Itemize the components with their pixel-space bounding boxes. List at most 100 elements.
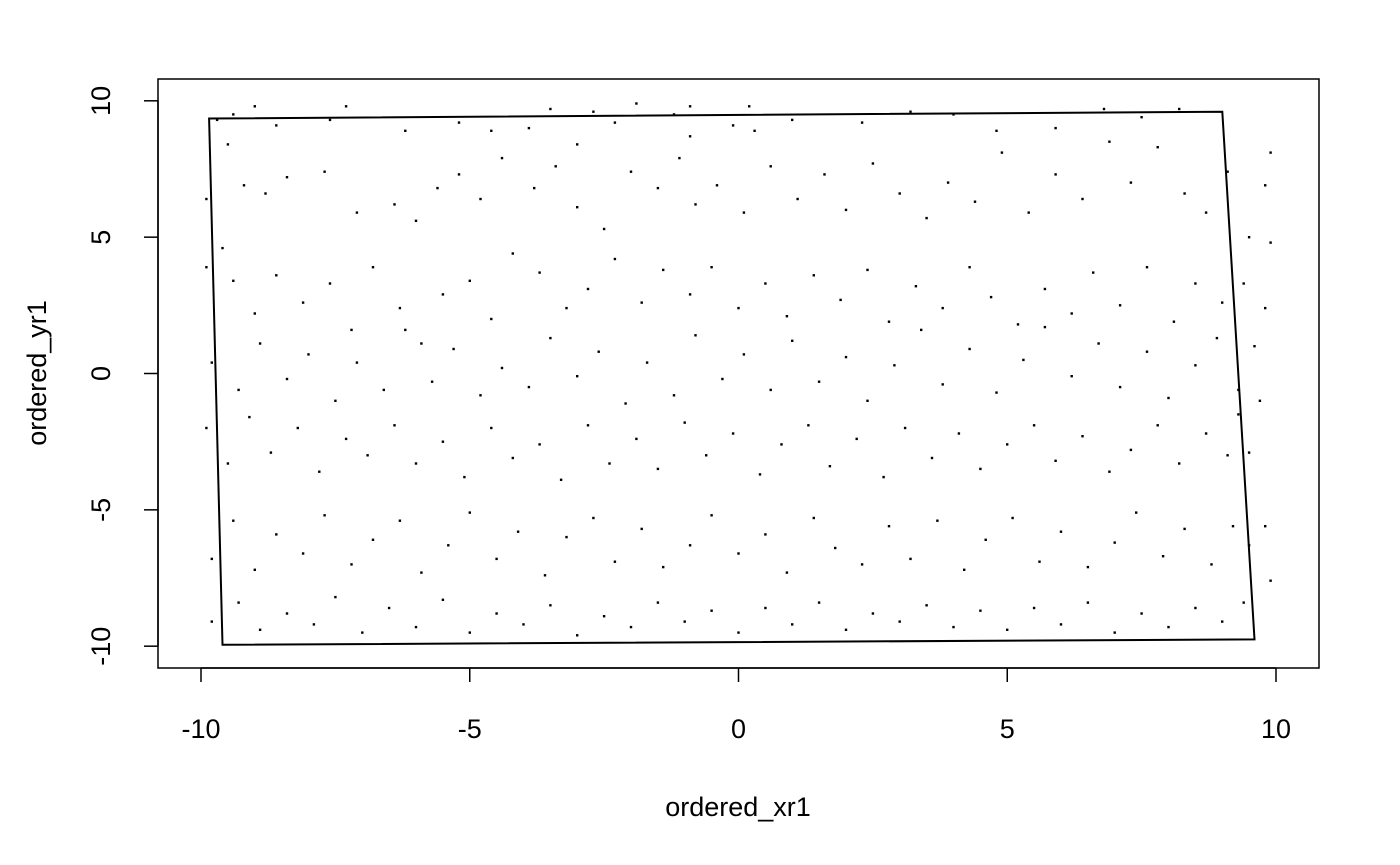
- scatter-point-258: [259, 629, 261, 631]
- scatter-point-148: [866, 400, 868, 402]
- scatter-point-65: [1054, 173, 1056, 175]
- scatter-point-113: [1119, 304, 1121, 306]
- scatter-point-52: [716, 184, 718, 186]
- scatter-point-85: [420, 342, 422, 344]
- scatter-point-154: [1022, 359, 1024, 361]
- scatter-point-193: [856, 438, 858, 440]
- scatter-point-46: [576, 206, 578, 208]
- scatter-point-50: [678, 157, 680, 159]
- scatter-point-165: [1259, 400, 1261, 402]
- scatter-point-43: [501, 157, 503, 159]
- scatter-point-272: [630, 626, 632, 628]
- scatter-point-67: [1108, 141, 1110, 143]
- scatter-point-162: [1216, 337, 1218, 339]
- scatter-point-23: [861, 121, 863, 123]
- scatter-point-55: [796, 198, 798, 200]
- scatter-point-97: [710, 266, 712, 268]
- scatter-point-268: [522, 623, 524, 625]
- scatter-point-73: [1248, 236, 1250, 238]
- scatter-point-61: [947, 181, 949, 183]
- scatter-point-275: [710, 610, 712, 612]
- scatter-point-145: [791, 340, 793, 342]
- scatter-point-63: [1001, 151, 1003, 153]
- scatter-point-51: [694, 203, 696, 205]
- scatter-point-221: [447, 544, 449, 546]
- scatter-point-138: [624, 402, 626, 404]
- scatter-point-293: [1194, 607, 1196, 609]
- y-tick-label-4: 10: [86, 86, 116, 116]
- scatter-point-191: [807, 424, 809, 426]
- scatter-point-54: [770, 165, 772, 167]
- x-axis: -10 -5 0 5 10: [181, 668, 1291, 744]
- scatter-point-294: [1221, 620, 1223, 622]
- scatter-point-139: [646, 361, 648, 363]
- scatter-point-245: [1038, 561, 1040, 563]
- scatter-point-223: [495, 558, 497, 560]
- scatter-point-158: [1119, 386, 1121, 388]
- scatter-point-56: [823, 173, 825, 175]
- y-tick-label-1: -5: [86, 498, 116, 522]
- scatter-point-32: [221, 247, 223, 249]
- scatter-point-197: [958, 432, 960, 434]
- scatter-point-192: [829, 465, 831, 467]
- scatter-point-149: [893, 364, 895, 366]
- scatter-point-260: [313, 623, 315, 625]
- scatter-point-71: [1205, 211, 1207, 213]
- scatter-point-280: [845, 629, 847, 631]
- scatter-point-227: [592, 517, 594, 519]
- convex-hull-polygon: [209, 112, 1254, 645]
- scatter-point-135: [549, 337, 551, 339]
- scatter-point-95: [662, 269, 664, 271]
- scatter-point-26: [995, 130, 997, 132]
- scatter-point-209: [1237, 413, 1239, 415]
- scatter-point-76: [205, 266, 207, 268]
- scatter-point-109: [1017, 323, 1019, 325]
- scatter-point-142: [721, 378, 723, 380]
- scatter-point-83: [372, 266, 374, 268]
- scatter-point-92: [587, 288, 589, 290]
- scatter-point-7: [404, 130, 406, 132]
- scatter-point-33: [243, 184, 245, 186]
- scatter-point-91: [565, 307, 567, 309]
- scatter-point-240: [909, 558, 911, 560]
- scatter-point-159: [1146, 351, 1148, 353]
- scatter-point-175: [415, 462, 417, 464]
- scatter-point-84: [399, 307, 401, 309]
- scatter-point-261: [334, 596, 336, 598]
- scatter-point-151: [942, 383, 944, 385]
- scatter-point-9: [490, 130, 492, 132]
- scatter-point-224: [517, 531, 519, 533]
- scatter-point-219: [399, 520, 401, 522]
- scatter-point-190: [780, 443, 782, 445]
- scatter-point-284: [952, 626, 954, 628]
- scatter-point-205: [1157, 424, 1159, 426]
- scatter-point-69: [1157, 146, 1159, 148]
- scatter-point-213: [254, 569, 256, 571]
- scatter-point-104: [888, 321, 890, 323]
- scatter-point-59: [899, 192, 901, 194]
- scatter-point-241: [936, 520, 938, 522]
- scatter-point-196: [931, 457, 933, 459]
- scatter-point-282: [899, 620, 901, 622]
- scatter-point-106: [942, 307, 944, 309]
- scatter-point-242: [963, 569, 965, 571]
- x-tick-label-2: 0: [731, 714, 746, 744]
- scatter-point-108: [990, 296, 992, 298]
- scatter-point-161: [1194, 364, 1196, 366]
- scatter-point-201: [1054, 460, 1056, 462]
- scatter-point-141: [694, 334, 696, 336]
- scatter-point-230: [662, 566, 664, 568]
- scatter-point-259: [286, 612, 288, 614]
- scatter-point-98: [737, 307, 739, 309]
- scatter-point-187: [705, 454, 707, 456]
- scatter-point-253: [1232, 525, 1234, 527]
- scatter-point-57: [845, 209, 847, 211]
- scatter-point-35: [286, 176, 288, 178]
- scatter-point-116: [1194, 282, 1196, 284]
- scatter-point-15: [635, 102, 637, 104]
- scatter-point-279: [818, 601, 820, 603]
- scatter-point-48: [630, 171, 632, 173]
- scatter-point-270: [576, 634, 578, 636]
- scatter-point-74: [1264, 184, 1266, 186]
- scatter-point-255: [1264, 525, 1266, 527]
